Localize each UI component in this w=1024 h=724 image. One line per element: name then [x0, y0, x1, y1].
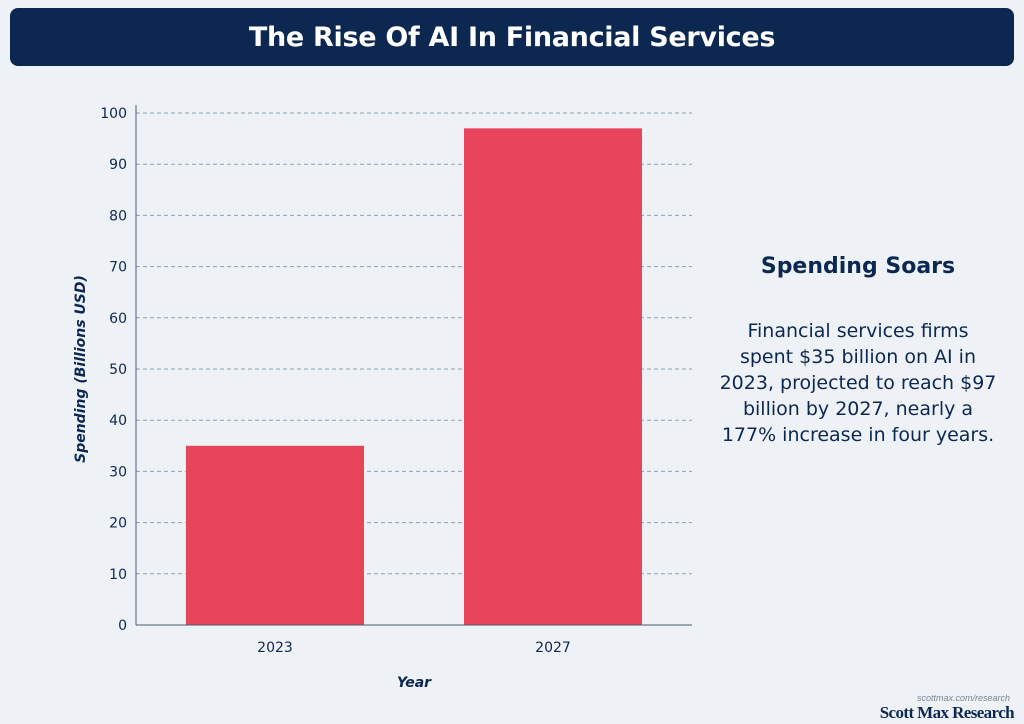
bar-2023: [186, 445, 364, 625]
x-tick-label: 2027: [535, 640, 571, 656]
y-tick-label: 70: [109, 260, 127, 276]
y-tick-label: 0: [118, 618, 127, 634]
y-tick-label: 20: [109, 516, 127, 532]
y-axis-title: Spending (Billions USD): [73, 275, 89, 463]
y-tick-label: 100: [100, 106, 127, 122]
y-tick-label: 90: [109, 157, 127, 173]
y-tick-label: 80: [109, 208, 127, 224]
x-tick-label: 2023: [257, 640, 293, 656]
y-tick-label: 60: [109, 311, 127, 327]
y-tick-label: 10: [109, 567, 127, 583]
y-tick-label: 30: [109, 464, 127, 480]
brand-logo: Scott Max Research: [879, 703, 1015, 722]
bar-2027: [464, 128, 642, 626]
page-title: The Rise Of AI In Financial Services: [248, 21, 776, 53]
y-tick-label: 40: [109, 413, 127, 429]
x-axis-title: Year: [397, 675, 432, 691]
sidebar-heading: Spending Soars: [760, 254, 956, 279]
sidebar-text: Financial services firms spent $35 billi…: [719, 320, 997, 446]
title-bar: The Rise Of AI In Financial Services: [10, 8, 1014, 66]
footer-url: scottmax.com/research: [916, 693, 1010, 703]
y-tick-label: 50: [109, 362, 127, 378]
